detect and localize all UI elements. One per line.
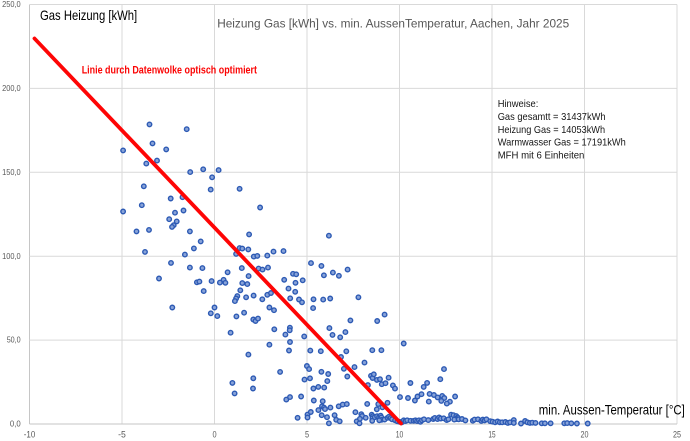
- svg-text:50,0: 50,0: [7, 336, 22, 345]
- svg-text:0,0: 0,0: [10, 420, 21, 429]
- svg-text:15: 15: [488, 429, 495, 439]
- svg-text:Hinweise:: Hinweise:: [498, 99, 539, 110]
- svg-text:Gas gesamtt = 31437kWh: Gas gesamtt = 31437kWh: [498, 112, 606, 123]
- svg-text:Linie durch Datenwolke optisch: Linie durch Datenwolke optisch optimiert: [82, 65, 258, 77]
- svg-text:Heizung Gas = 14053kWh: Heizung Gas = 14053kWh: [498, 125, 606, 136]
- svg-text:min. Aussen-Temperatur [°C]: min. Aussen-Temperatur [°C]: [539, 403, 685, 418]
- svg-text:Warmwasser Gas = 17191kWh: Warmwasser Gas = 17191kWh: [498, 138, 626, 149]
- svg-text:-10: -10: [24, 429, 36, 439]
- svg-text:10: 10: [396, 429, 404, 439]
- svg-text:20: 20: [581, 429, 589, 439]
- svg-text:100,0: 100,0: [2, 252, 21, 261]
- svg-text:Heizung Gas [kWh] vs. min. Aus: Heizung Gas [kWh] vs. min. AussenTempera…: [217, 16, 569, 30]
- svg-text:Gas Heizung [kWh]: Gas Heizung [kWh]: [40, 8, 137, 23]
- svg-text:250,0: 250,0: [2, 0, 21, 9]
- svg-text:5: 5: [305, 429, 309, 439]
- svg-text:-5: -5: [118, 429, 126, 439]
- svg-text:MFH mit 6 Einheiten: MFH mit 6 Einheiten: [498, 151, 585, 162]
- svg-text:200,0: 200,0: [2, 84, 21, 93]
- svg-text:150,0: 150,0: [2, 168, 21, 177]
- svg-text:0: 0: [212, 429, 216, 439]
- svg-text:25: 25: [673, 429, 681, 439]
